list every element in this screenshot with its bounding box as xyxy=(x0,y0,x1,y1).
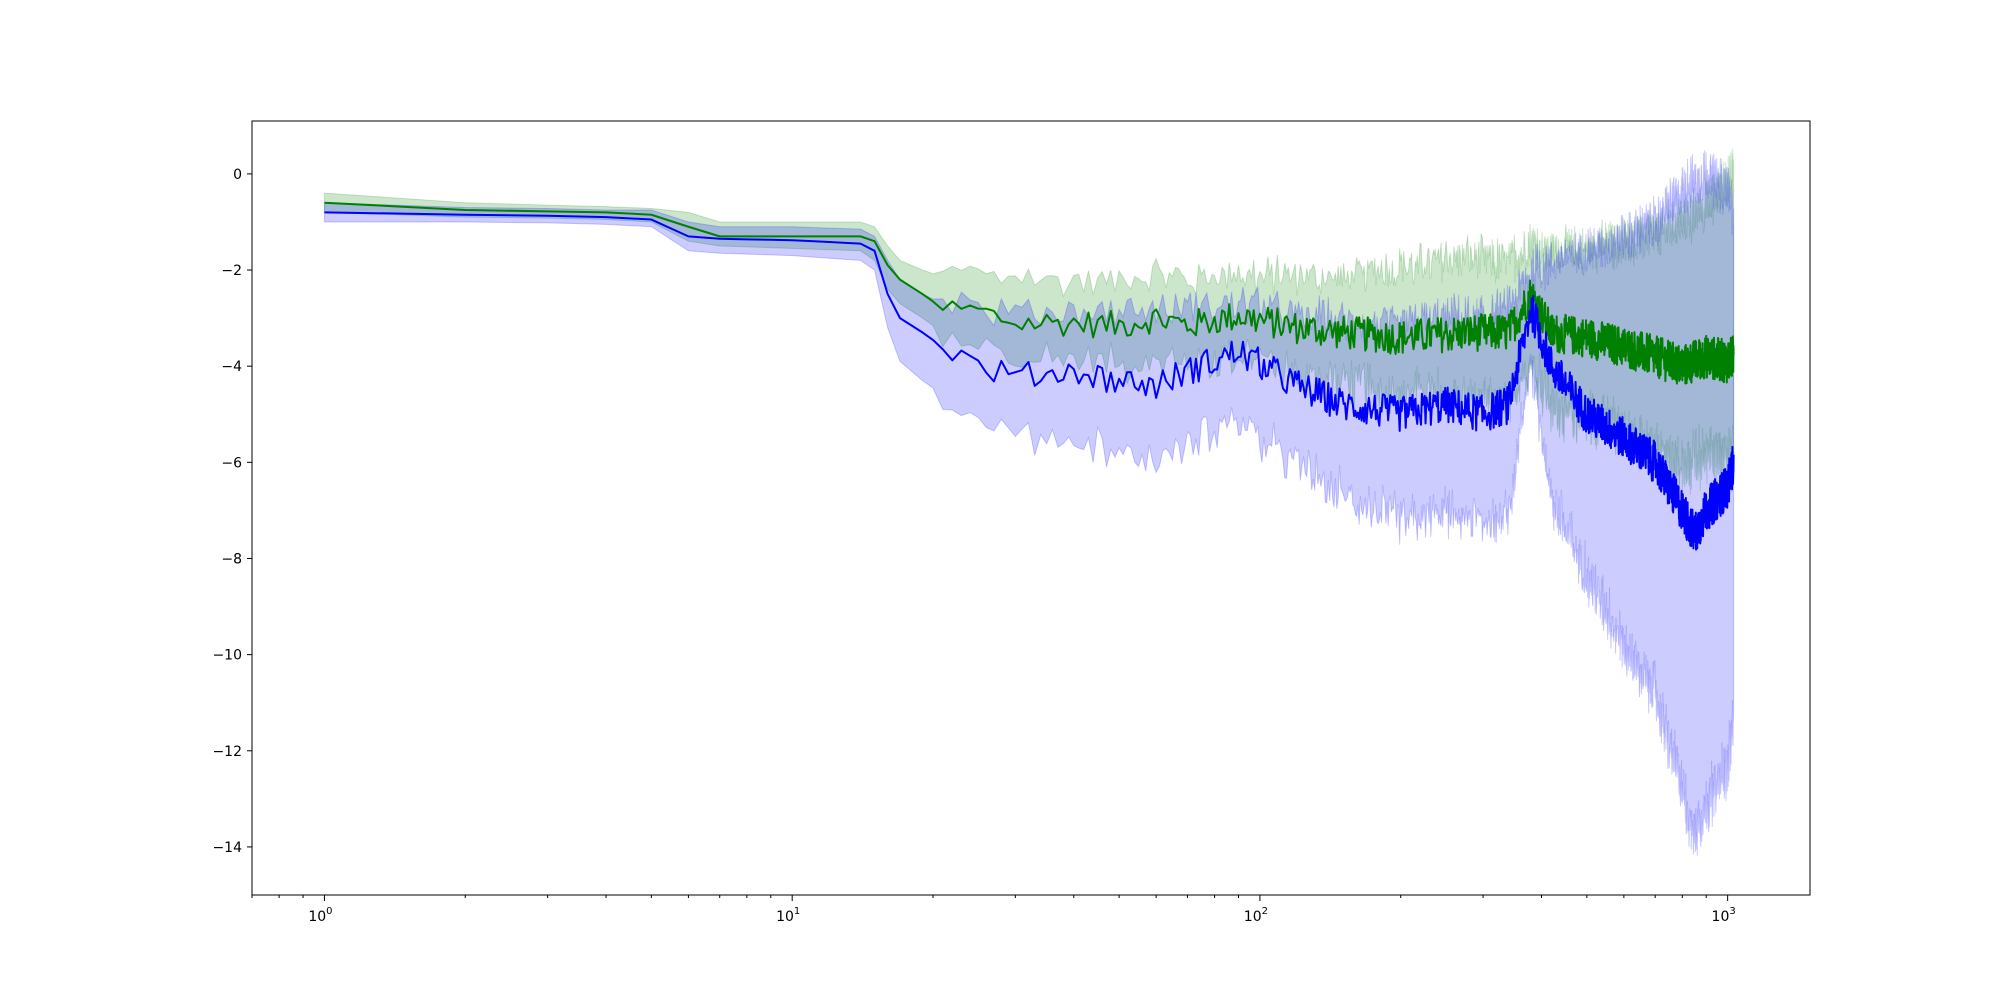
x-tick-base: 10 xyxy=(1712,909,1730,925)
x-tick-base: 10 xyxy=(308,909,326,925)
y-tick-label: −14 xyxy=(212,840,242,856)
series-1-line xyxy=(324,211,1735,551)
x-tick-base: 10 xyxy=(776,909,794,925)
y-tick-label: 0 xyxy=(233,167,242,183)
y-tick-label: −2 xyxy=(221,263,242,279)
series-0-line xyxy=(324,201,1735,385)
x-tick-label: 102 xyxy=(1244,906,1268,925)
x-tick-label: 101 xyxy=(776,906,800,925)
x-tick-base: 10 xyxy=(1244,909,1262,925)
x-tick-label: 103 xyxy=(1712,906,1736,925)
plot-frame xyxy=(251,120,1811,896)
y-tick-label: −8 xyxy=(221,551,242,567)
x-tick-exponent: 2 xyxy=(1262,906,1268,917)
x-tick-label: 100 xyxy=(308,906,332,925)
y-tick-label: −12 xyxy=(212,744,242,760)
x-tick-exponent: 3 xyxy=(1729,906,1735,917)
x-tick-exponent: 1 xyxy=(794,906,800,917)
x-tick-exponent: 0 xyxy=(326,906,332,917)
y-tick-label: −6 xyxy=(221,455,242,471)
y-tick-label: −4 xyxy=(221,359,242,375)
y-tick-label: −10 xyxy=(212,648,242,664)
